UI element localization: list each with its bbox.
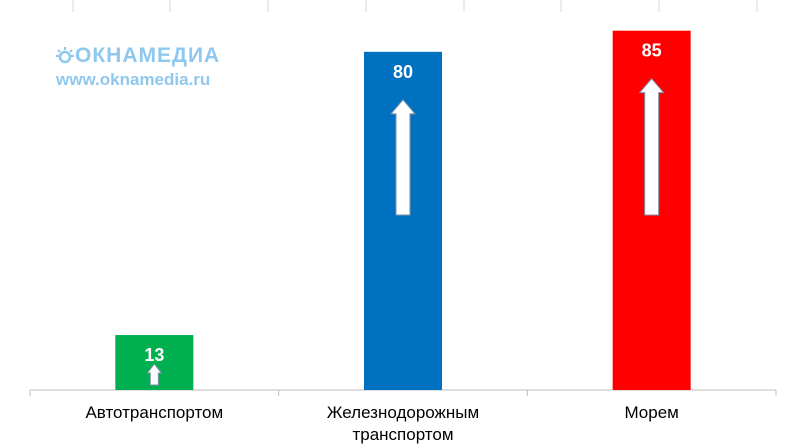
sun-icon [56, 47, 74, 65]
watermark-url: www.oknamedia.ru [56, 70, 211, 89]
up-arrow-icon [638, 77, 665, 216]
data-label: 85 [642, 41, 662, 61]
watermark: ОКНАМЕДИА www.oknamedia.ru [56, 44, 220, 90]
watermark-logo: ОКНАМЕДИА [56, 44, 220, 68]
chart-bars: 13 80 85 [115, 30, 691, 391]
data-label: 13 [144, 345, 164, 365]
category-label: Морем [624, 403, 678, 422]
x-axis-labels: Автотранспортом Железнодорожным транспорто… [85, 403, 678, 444]
up-arrow-icon [146, 363, 163, 386]
watermark-logo-text: ОКНАМЕДИА [75, 44, 221, 67]
data-label: 80 [393, 62, 413, 82]
up-arrow-icon [389, 99, 417, 216]
category-label: Автотранспортом [85, 403, 223, 422]
category-label: Железнодорожным транспортом [327, 403, 479, 444]
